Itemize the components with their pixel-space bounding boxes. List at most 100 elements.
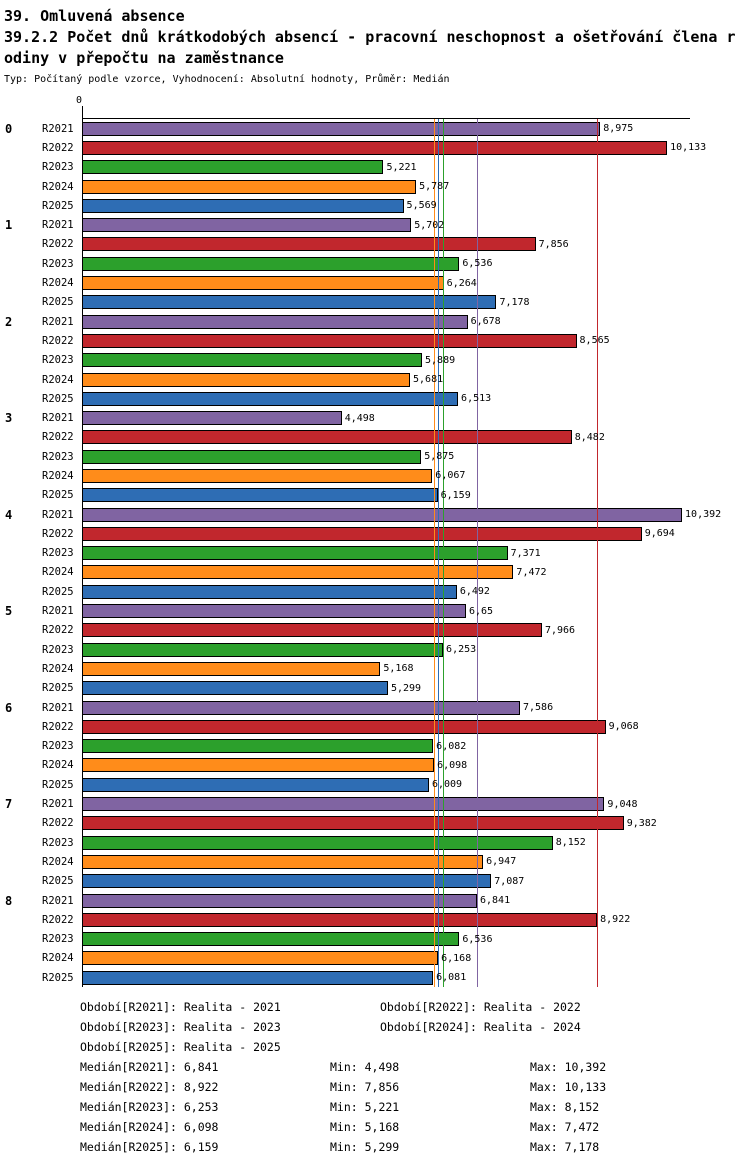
bar-r2023 xyxy=(82,932,460,947)
chart-row: R2022 9,382 xyxy=(0,814,750,833)
chart-subtitle-line2: odiny v přepočtu na zaměstnance xyxy=(4,49,284,67)
series-label: R2022 xyxy=(42,334,74,347)
bar-value-label: 7,966 xyxy=(544,624,576,636)
bar-r2023 xyxy=(82,256,460,271)
chart-row: R2023 6,536 xyxy=(0,929,750,948)
series-label: R2024 xyxy=(42,952,74,965)
chart-row: R2025 6,159 xyxy=(0,486,750,505)
bar-value-label: 7,472 xyxy=(516,566,547,578)
x-axis: 0 xyxy=(76,95,750,119)
legend-entry: Období[R2025]: Realita - 2025 xyxy=(80,1040,281,1055)
bar-r2024 xyxy=(82,179,417,194)
bar-value-label: 6,841 xyxy=(479,895,511,907)
bar-r2023 xyxy=(82,739,434,754)
bar-value-label: 6,081 xyxy=(436,972,467,984)
chart-row: R2022 10,133 xyxy=(0,138,750,157)
bar-value-label: 5,702 xyxy=(414,219,445,231)
group-label: 1 xyxy=(5,218,13,233)
series-label: R2025 xyxy=(42,489,74,502)
bar-track: 7,966 xyxy=(82,623,750,638)
bar-value-label: 9,694 xyxy=(644,528,675,540)
chart-rows: 0 R2021 8,975 R2022 10,133 R2023 5,221 R2024 5,7… xyxy=(0,119,750,987)
bar-chart: 0 0 R2021 8,975 R2022 10,133 R2023 5,221 R2024 5… xyxy=(0,95,750,988)
stat-max: Max: 8,152 xyxy=(530,1100,600,1115)
legend-entry: Období[R2022]: Realita - 2022 xyxy=(380,1000,581,1015)
chart-row: R2022 8,482 xyxy=(0,428,750,447)
chart-row: 8 R2021 6,841 xyxy=(0,891,750,910)
bar-r2024 xyxy=(82,565,514,580)
stat-median: Medián[R2021]: 6,841 xyxy=(80,1060,219,1075)
stat-median: Medián[R2023]: 6,253 xyxy=(80,1100,219,1115)
legend-row: Období[R2023]: Realita - 2023 Období[R202… xyxy=(80,1017,750,1037)
bar-track: 9,694 xyxy=(82,526,750,541)
bar-r2025 xyxy=(82,874,492,889)
chart-row: 1 R2021 5,702 xyxy=(0,215,750,234)
series-label: R2021 xyxy=(42,122,74,135)
bar-track: 6,841 xyxy=(82,893,750,908)
bar-value-label: 5,889 xyxy=(425,354,456,366)
series-label: R2025 xyxy=(42,971,74,984)
series-label: R2024 xyxy=(42,277,74,290)
bar-r2021 xyxy=(82,797,605,812)
bar-track: 8,482 xyxy=(82,430,750,445)
stat-max: Max: 7,178 xyxy=(530,1140,600,1155)
series-label: R2023 xyxy=(42,643,74,656)
chart-row: 0 R2021 8,975 xyxy=(0,119,750,138)
bar-r2022 xyxy=(82,430,572,445)
bar-track: 6,098 xyxy=(82,758,750,773)
series-label: R2025 xyxy=(42,296,74,309)
stat-min: Min: 5,299 xyxy=(330,1140,400,1155)
bar-r2022 xyxy=(82,140,668,155)
bar-value-label: 5,569 xyxy=(406,200,437,212)
chart-row: R2023 6,082 xyxy=(0,737,750,756)
bar-r2025 xyxy=(82,295,497,310)
series-label: R2023 xyxy=(42,354,74,367)
group-label: 6 xyxy=(5,700,13,715)
series-label: R2022 xyxy=(42,238,74,251)
bar-value-label: 6,492 xyxy=(459,586,490,598)
chart-row: R2023 6,536 xyxy=(0,254,750,273)
bar-track: 7,856 xyxy=(82,237,750,252)
series-label: R2021 xyxy=(42,508,74,521)
bar-r2025 xyxy=(82,488,438,503)
group-label: 0 xyxy=(5,121,13,136)
bar-track: 6,536 xyxy=(82,932,750,947)
series-label: R2025 xyxy=(42,778,74,791)
bar-r2022 xyxy=(82,719,606,734)
bar-track: 5,681 xyxy=(82,372,750,387)
chart-row: R2024 6,098 xyxy=(0,756,750,775)
bar-value-label: 9,048 xyxy=(607,798,638,810)
bar-value-label: 5,221 xyxy=(386,161,417,173)
bar-track: 4,498 xyxy=(82,411,750,426)
bar-track: 6,081 xyxy=(82,970,750,985)
bar-track: 5,299 xyxy=(82,681,750,696)
bar-value-label: 5,787 xyxy=(419,181,450,193)
stat-min: Min: 5,168 xyxy=(330,1120,400,1135)
bar-value-label: 8,565 xyxy=(579,335,610,347)
series-label: R2022 xyxy=(42,431,74,444)
bar-value-label: 6,947 xyxy=(486,856,517,868)
bar-value-label: 7,586 xyxy=(523,702,554,714)
bar-track: 10,133 xyxy=(82,140,750,155)
legend-row: Období[R2025]: Realita - 2025 xyxy=(80,1037,750,1057)
chart-row: R2025 5,569 xyxy=(0,196,750,215)
bar-r2025 xyxy=(82,970,434,985)
chart-row: R2022 9,068 xyxy=(0,717,750,736)
bar-r2023 xyxy=(82,449,422,464)
series-label: R2023 xyxy=(42,450,74,463)
bar-track: 9,382 xyxy=(82,816,750,831)
bar-track: 10,392 xyxy=(82,507,750,522)
bar-r2021 xyxy=(82,121,601,136)
bar-track: 6,492 xyxy=(82,584,750,599)
bar-value-label: 5,299 xyxy=(390,682,422,694)
series-label: R2025 xyxy=(42,682,74,695)
series-label: R2024 xyxy=(42,566,74,579)
bar-r2025 xyxy=(82,584,457,599)
series-label: R2023 xyxy=(42,547,74,560)
chart-row: R2024 5,787 xyxy=(0,177,750,196)
bar-value-label: 7,087 xyxy=(494,875,525,887)
stats-row: Medián[R2022]: 8,922 Min: 7,856 Max: 10,13… xyxy=(80,1077,750,1097)
chart-row: R2022 9,694 xyxy=(0,524,750,543)
bar-track: 6,65 xyxy=(82,604,750,619)
group-label: 2 xyxy=(5,314,13,329)
